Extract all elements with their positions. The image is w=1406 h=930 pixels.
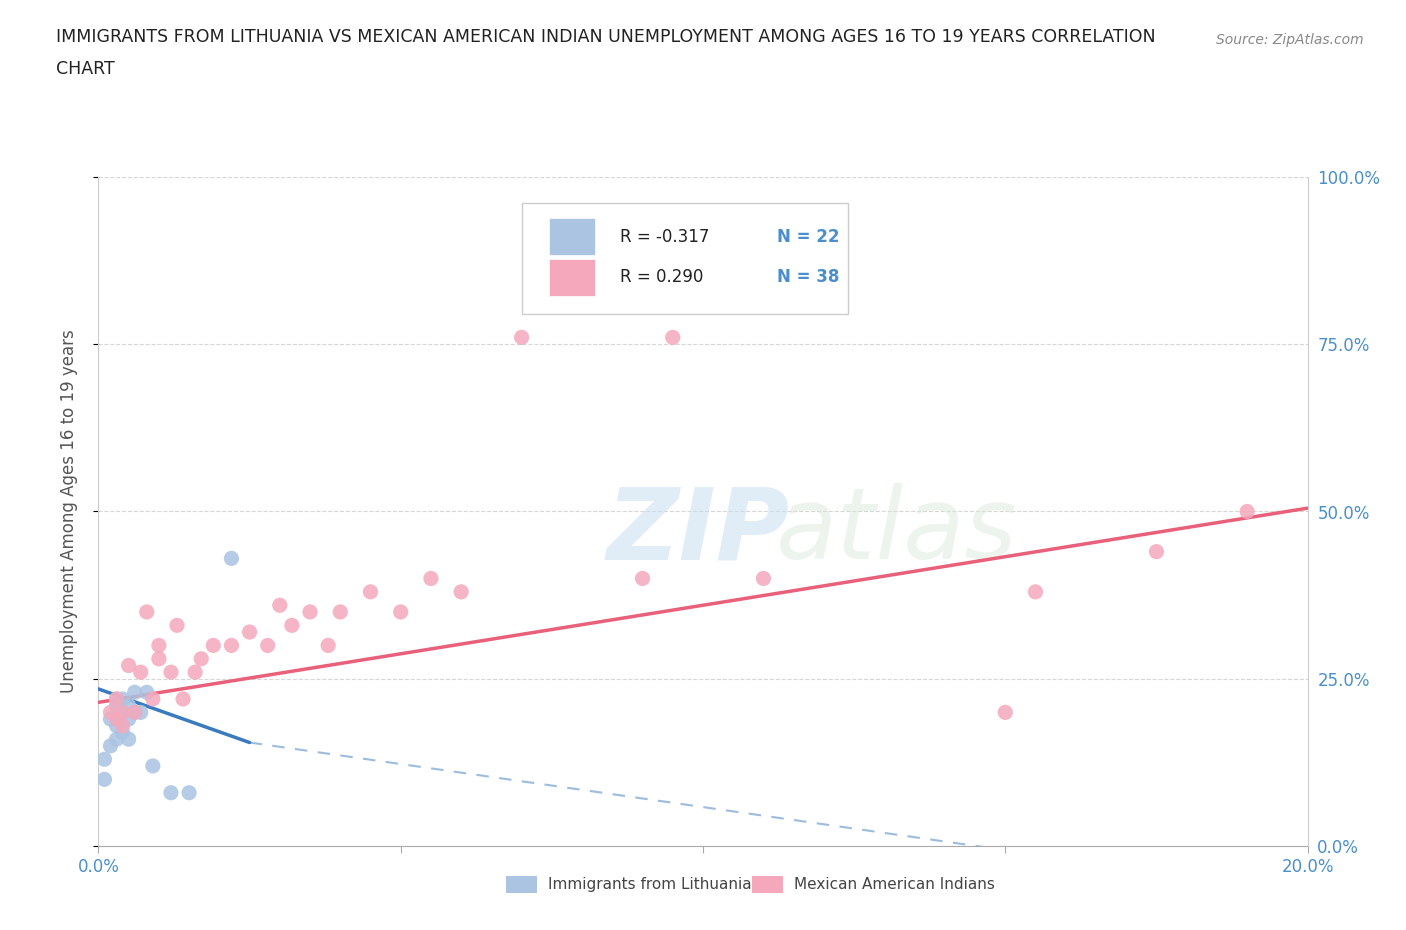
Point [221, 638, 243, 653]
Text: N = 38: N = 38 [776, 269, 839, 286]
Point [124, 684, 146, 699]
Point [752, 571, 775, 586]
FancyBboxPatch shape [522, 204, 848, 314]
Point [105, 718, 128, 733]
Text: Immigrants from Lithuania: Immigrants from Lithuania [548, 877, 752, 892]
Point [100, 738, 122, 753]
Point [118, 732, 141, 747]
Text: ZIP: ZIP [606, 483, 789, 580]
Point [129, 665, 152, 680]
Text: ZIPatlas: ZIPatlas [606, 483, 1007, 580]
Point [129, 705, 152, 720]
Point [994, 705, 1017, 720]
Text: CHART: CHART [56, 60, 115, 78]
Point [105, 732, 128, 747]
Text: Source: ZipAtlas.com: Source: ZipAtlas.com [1216, 33, 1364, 46]
Point [299, 604, 322, 619]
Point [111, 705, 134, 720]
Bar [550, 259, 595, 296]
Point [450, 584, 472, 599]
Point [179, 785, 201, 800]
Point [93, 772, 115, 787]
Point [1144, 544, 1167, 559]
Point [221, 551, 243, 565]
Point [105, 698, 128, 713]
Point [118, 698, 141, 713]
Point [124, 705, 146, 720]
Point [135, 684, 157, 699]
Point [135, 604, 157, 619]
Point [105, 711, 128, 726]
Point [239, 625, 262, 640]
Point [142, 692, 165, 707]
Point [118, 658, 141, 673]
Point [166, 618, 188, 632]
Point [142, 759, 165, 774]
Point [105, 692, 128, 707]
Point [148, 638, 170, 653]
Text: N = 22: N = 22 [776, 228, 839, 246]
Bar [506, 876, 537, 893]
Text: R = -0.317: R = -0.317 [620, 228, 709, 246]
Point [281, 618, 304, 632]
Text: IMMIGRANTS FROM LITHUANIA VS MEXICAN AMERICAN INDIAN UNEMPLOYMENT AMONG AGES 16 : IMMIGRANTS FROM LITHUANIA VS MEXICAN AME… [56, 28, 1156, 46]
Point [172, 692, 194, 707]
Point [105, 692, 128, 707]
Point [111, 692, 134, 707]
Text: Mexican American Indians: Mexican American Indians [794, 877, 995, 892]
Point [360, 584, 382, 599]
Point [100, 705, 122, 720]
Point [148, 651, 170, 666]
Bar [752, 876, 783, 893]
Point [1236, 504, 1258, 519]
Point [1024, 584, 1046, 599]
Text: R = 0.290: R = 0.290 [620, 269, 703, 286]
Point [329, 604, 352, 619]
Point [118, 711, 141, 726]
Point [631, 571, 654, 586]
Point [510, 330, 533, 345]
Bar [550, 219, 595, 255]
Point [190, 651, 212, 666]
Point [316, 638, 339, 653]
Point [100, 711, 122, 726]
Point [420, 571, 443, 586]
Point [269, 598, 291, 613]
Point [202, 638, 225, 653]
Point [124, 705, 146, 720]
Point [111, 725, 134, 740]
Text: atlas: atlas [776, 483, 1017, 580]
Point [160, 785, 183, 800]
Point [389, 604, 412, 619]
Y-axis label: Unemployment Among Ages 16 to 19 years: Unemployment Among Ages 16 to 19 years [59, 329, 77, 694]
Point [160, 665, 183, 680]
Point [256, 638, 278, 653]
Point [93, 751, 115, 766]
Point [662, 330, 685, 345]
Point [111, 705, 134, 720]
Point [111, 718, 134, 733]
Point [184, 665, 207, 680]
